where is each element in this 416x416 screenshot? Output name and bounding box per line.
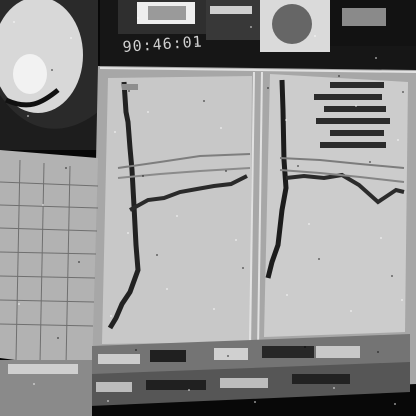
left-data-table: [0, 150, 98, 370]
chart-panel-right: [264, 74, 408, 337]
top-thumbnail-strip: [118, 0, 416, 52]
bottom-taskbar: [90, 334, 410, 406]
chart-panel-left: [102, 76, 252, 344]
right-text-list: [314, 82, 390, 148]
portrait-photo: [0, 0, 98, 150]
